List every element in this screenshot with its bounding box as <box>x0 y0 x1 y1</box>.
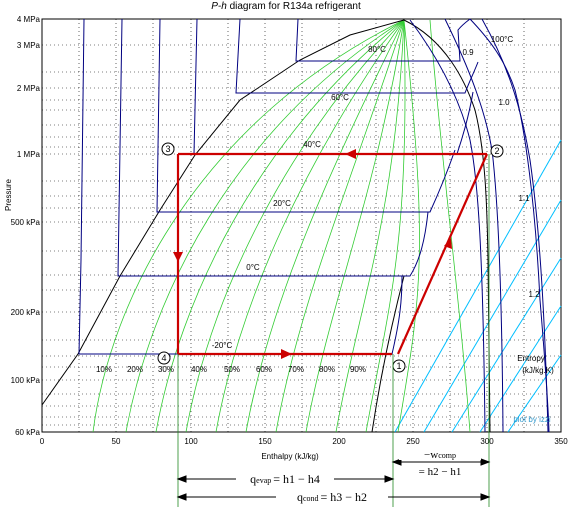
x-tick-label: 250 <box>406 437 420 446</box>
x-tick-label: 200 <box>332 437 346 446</box>
quality-lines <box>92 19 471 433</box>
x-tick-label: 350 <box>554 437 568 446</box>
y-axis-label: Pressure <box>4 178 13 211</box>
x-tick-label: 50 <box>112 437 121 446</box>
isotherm-label: 100°C <box>491 35 514 44</box>
arrow-evaporation <box>281 349 292 359</box>
y-tick-label: 60 kPa <box>15 428 40 437</box>
state-point-2-label: 2 <box>494 146 499 156</box>
quality-label: 20% <box>127 365 143 374</box>
quality-label: 70% <box>288 365 304 374</box>
isotherm-lines <box>78 18 550 433</box>
isotherm-labels: 80°C 60°C 40°C 20°C 0°C -20°C 100°C <box>212 35 514 350</box>
state-points: 1 2 3 4 <box>157 142 504 373</box>
x-tick-label: 0 <box>40 437 45 446</box>
quality-label: 0.9 <box>462 48 474 57</box>
quality-label: 80% <box>319 365 335 374</box>
quality-label: 10% <box>96 365 112 374</box>
plot-credit: plot by izzi <box>513 415 551 424</box>
cycle-compression <box>396 153 489 355</box>
cycle-arrows <box>173 149 452 359</box>
isotherm-label: 20°C <box>273 199 291 208</box>
quality-label: 60% <box>256 365 272 374</box>
y-tick-label: 100 kPa <box>11 376 41 385</box>
guide-lines <box>177 154 490 507</box>
arrow-compression <box>444 238 452 249</box>
isotherm-label: -20°C <box>212 341 233 350</box>
refrigeration-cycle <box>176 152 489 356</box>
x-axis-ticks: 0 50 100 150 200 250 300 350 <box>40 437 568 446</box>
qcond-label: qcond = h3 − h2 <box>297 490 367 504</box>
x-axis-label: Enthalpy (kJ/kg) <box>261 452 319 461</box>
entropy-title: Entropy <box>517 354 545 363</box>
quality-label: 50% <box>224 365 240 374</box>
state-point-4-label: 4 <box>161 353 166 363</box>
entropy-labels: 1.0 1.1 1.2 Entropy (kJ/kg.K) <box>498 98 554 375</box>
wcomp-label: −wcomp <box>424 449 456 461</box>
y-tick-label: 200 kPa <box>11 308 41 317</box>
state-point-2-marker <box>490 144 504 158</box>
entropy-value-label: 1.1 <box>518 194 530 203</box>
y-tick-label: 4 MPa <box>17 15 41 24</box>
quality-labels: 10% 20% 30% 40% 50% 60% 70% 80% 90% 0.9 <box>96 48 474 374</box>
entropy-value-label: 1.0 <box>498 98 510 107</box>
y-tick-label: 1 MPa <box>17 150 41 159</box>
isotherm-label: 0°C <box>246 263 260 272</box>
entropy-units: (kJ/kg.K) <box>522 366 554 375</box>
state-point-3-label: 3 <box>165 144 170 154</box>
quality-label: 90% <box>350 365 366 374</box>
y-axis-ticks: 4 MPa 3 MPa 2 MPa 1 MPa 500 kPa 200 kPa … <box>11 15 41 437</box>
state-point-1-label: 1 <box>396 361 401 371</box>
quality-label: 40% <box>191 365 207 374</box>
state-point-3-marker <box>161 142 175 156</box>
y-tick-label: 3 MPa <box>17 41 41 50</box>
state-point-4-marker <box>157 351 171 365</box>
arrow-condensation <box>345 149 356 159</box>
isotherm-label: 60°C <box>331 93 349 102</box>
x-tick-label: 150 <box>258 437 272 446</box>
wcomp-equation: = h2 − h1 <box>419 466 462 478</box>
isotherm-label: 80°C <box>368 45 386 54</box>
plot-frame <box>41 18 562 433</box>
qevap-label: qevap = h1 − h4 <box>250 472 320 486</box>
chart-title: P-h diagram for R134a refrigerant <box>211 1 361 12</box>
quality-label: 30% <box>158 365 174 374</box>
x-tick-label: 300 <box>480 437 494 446</box>
entropy-value-label: 1.2 <box>528 290 540 299</box>
entropy-lines <box>394 139 562 433</box>
y-tick-label: 500 kPa <box>11 218 41 227</box>
arrow-expansion <box>173 252 183 262</box>
y-tick-label: 2 MPa <box>17 84 41 93</box>
x-tick-label: 100 <box>184 437 198 446</box>
isotherm-label: 40°C <box>303 140 321 149</box>
